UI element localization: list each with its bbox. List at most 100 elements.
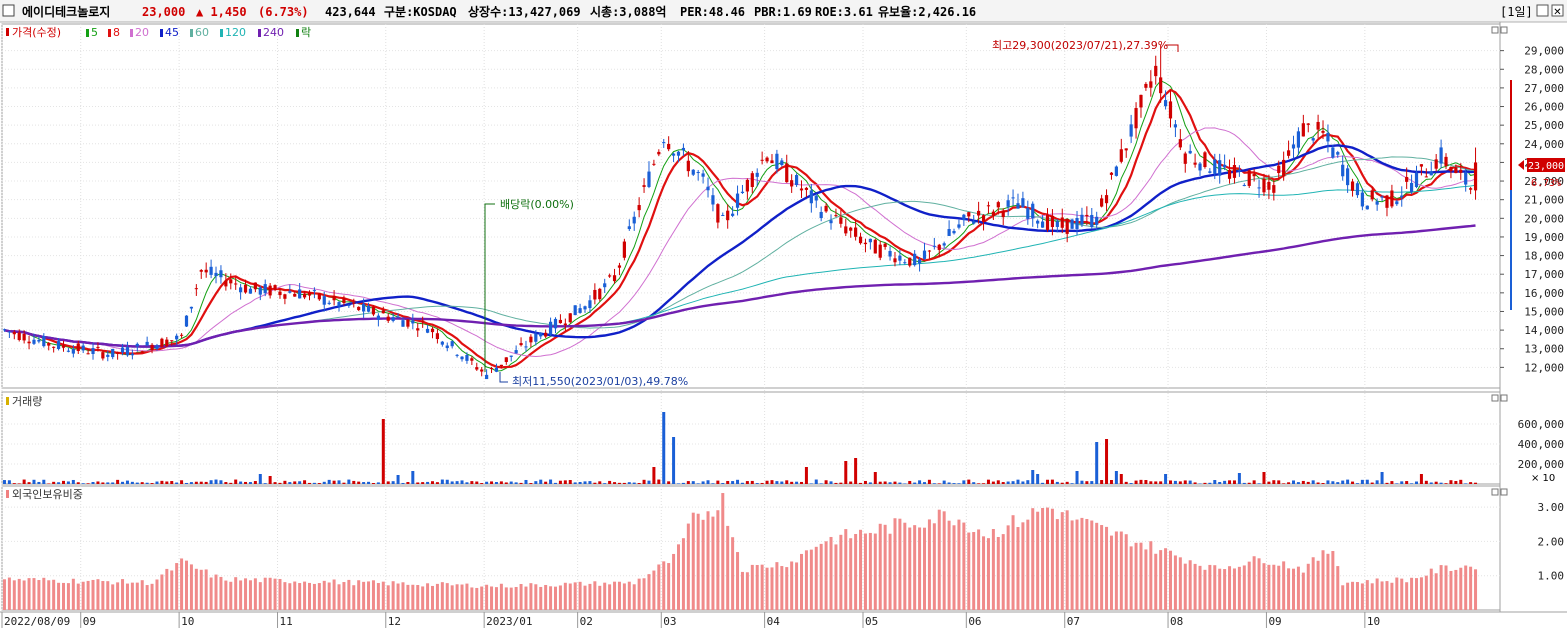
- foreign-bar: [1001, 534, 1005, 610]
- legend-label-ma-120: 120: [225, 26, 246, 39]
- volume-bar: [800, 481, 803, 484]
- candle-body: [1188, 150, 1192, 154]
- candle-body: [135, 343, 139, 347]
- volume-bar: [455, 481, 459, 484]
- candle-body: [1070, 219, 1074, 229]
- volume-bar: [253, 481, 257, 484]
- candle-body: [322, 296, 326, 305]
- candle-body: [1419, 164, 1424, 167]
- candle-body: [922, 250, 927, 259]
- current-price-box: [1527, 158, 1565, 172]
- candle-body: [583, 306, 587, 310]
- foreign-bar: [376, 583, 380, 610]
- foreign-panel[interactable]: [2, 493, 1478, 610]
- candle-body: [1424, 176, 1428, 178]
- volume-bar: [913, 482, 917, 484]
- candle-body: [1006, 200, 1010, 207]
- legend-label-ma-5: 5: [91, 26, 98, 39]
- candle-body: [932, 245, 936, 247]
- price-tick-label: 18,000: [1524, 250, 1564, 263]
- close-button[interactable]: [1551, 4, 1564, 17]
- x-tick-label: 08: [1170, 615, 1183, 628]
- candle-body: [1173, 124, 1178, 128]
- volume-bar: [1041, 482, 1045, 484]
- volume-bar: [740, 482, 744, 484]
- foreign-bar: [121, 579, 125, 610]
- candle-body: [1336, 152, 1340, 155]
- price-change: ▲ 1,450: [196, 5, 247, 19]
- foreign-bar: [982, 536, 986, 610]
- foreign-bar: [66, 583, 70, 610]
- candle-body: [952, 230, 956, 234]
- candle-body: [809, 190, 813, 204]
- volume-bar: [381, 419, 385, 484]
- volume-bar: [465, 482, 469, 484]
- candle-body: [627, 226, 631, 230]
- current-price-arrow-icon: [1518, 160, 1524, 170]
- candle-body: [440, 341, 444, 345]
- candle-body: [519, 343, 523, 346]
- period-selector[interactable]: [1일]: [1500, 5, 1533, 19]
- foreign-bar: [431, 585, 434, 610]
- volume-bar: [1001, 482, 1005, 484]
- price-panel[interactable]: [2, 44, 1478, 383]
- foreign-bar: [613, 581, 617, 610]
- volume-bar: [1090, 481, 1094, 484]
- candle-body: [790, 180, 794, 187]
- candle-body: [696, 172, 700, 174]
- foreign-bar: [357, 580, 361, 610]
- foreign-bar: [239, 580, 243, 610]
- price-tick-label: 16,000: [1524, 287, 1564, 300]
- volume-bar: [421, 482, 425, 484]
- foreign-bar: [135, 582, 139, 610]
- candle-body: [1454, 167, 1458, 174]
- volume-bar: [204, 481, 208, 484]
- volume-bar: [1055, 481, 1059, 484]
- volume-bar: [1237, 473, 1241, 484]
- maximize-button[interactable]: [1536, 4, 1549, 17]
- candle-body: [42, 335, 46, 347]
- candle-body: [1380, 196, 1384, 198]
- foreign-bar: [91, 579, 95, 610]
- foreign-bar: [1464, 565, 1468, 610]
- volume-panel[interactable]: [2, 412, 1478, 484]
- foreign-bar: [1474, 569, 1478, 610]
- foreign-bar: [229, 581, 233, 610]
- foreign-bar: [312, 583, 316, 610]
- volume-bar: [1326, 480, 1330, 484]
- foreign-bar: [539, 586, 543, 610]
- foreign-bar: [460, 584, 464, 610]
- foreign-bar: [672, 553, 676, 610]
- candle-body: [455, 354, 459, 356]
- candle-body: [1449, 167, 1453, 172]
- volume-bar: [1139, 479, 1143, 484]
- candle-body: [302, 293, 307, 298]
- volume-bar: [927, 479, 931, 484]
- candle-body: [445, 345, 449, 349]
- candle-body: [86, 353, 90, 355]
- foreign-bar: [1429, 568, 1433, 610]
- foreign-bar: [1272, 564, 1276, 610]
- price-tick-label: 27,000: [1524, 82, 1564, 95]
- foreign-bar: [145, 585, 149, 610]
- volume-bar: [672, 437, 676, 484]
- foreign-bar: [347, 579, 351, 610]
- candle-body: [1203, 152, 1207, 168]
- foreign-bar: [913, 525, 917, 610]
- candle-body: [475, 367, 479, 370]
- candle-body: [937, 244, 941, 250]
- foreign-bar: [775, 562, 779, 610]
- candle-body: [819, 211, 823, 219]
- volume-bar: [1218, 482, 1222, 484]
- legend-label-ma-240: 240: [263, 26, 284, 39]
- foreign-bar: [1459, 567, 1463, 610]
- price-tick-label: 20,000: [1524, 212, 1564, 225]
- foreign-bar: [204, 569, 208, 610]
- candle-body: [1282, 159, 1286, 177]
- candle-body: [981, 215, 986, 223]
- volume-bar: [1144, 480, 1148, 484]
- candle-body: [499, 364, 503, 367]
- volume-bar: [977, 483, 981, 484]
- window-checkbox[interactable]: [2, 4, 15, 17]
